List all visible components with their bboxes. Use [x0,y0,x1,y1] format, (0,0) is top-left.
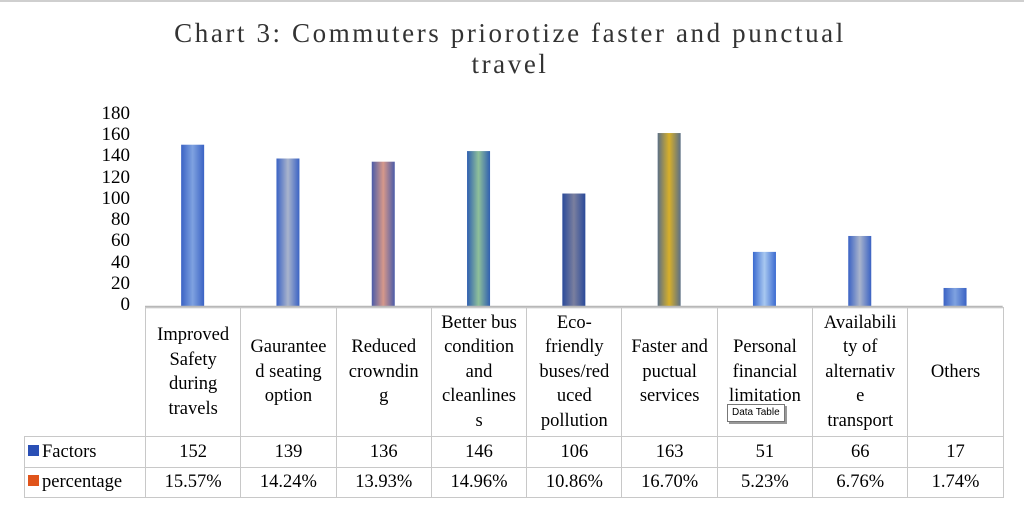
category-label-line: limitation [728,386,801,407]
bar-factors-4 [562,193,586,306]
data-table-category-row: Improved Safety during travels Gaurantee d se… [24,307,1004,437]
data-label-factors: 146 [430,436,528,468]
bar-factors-6 [752,251,776,306]
category-label: Gaurantee d seating option [240,307,337,437]
category-label: Faster and puctual services [621,307,718,437]
y-tick-label: 160 [101,124,131,146]
category-label-line: financial [732,361,798,382]
category-label-line: Faster and [631,337,708,358]
category-label-line: alternativ [825,361,896,382]
data-label-factors: 163 [621,436,718,468]
data-label-factors: 17 [907,436,1004,468]
data-label-factors: 139 [240,436,337,468]
category-label-line: s [475,410,483,431]
category-label-line: travels [168,398,218,419]
legend-entry-percentage: percentage [24,467,146,498]
category-label-line: g [379,386,389,407]
y-tick-label: 180 [101,103,131,124]
bar-factors-3 [467,151,491,306]
data-table-row-percentage: percentage 15.57% 14.24% 13.93% 14.96% 10.86%… [24,467,1004,498]
bar-factors-0 [181,144,205,306]
category-label-line: Availabili [823,312,897,333]
chart-title: Chart 3: Commuters priorotize faster and… [100,18,920,80]
bar-factors-5 [657,133,681,306]
data-label-percentage: 14.96% [430,467,528,498]
category-label-line: Gaurantee [250,337,327,358]
y-tick-label: 20 [111,272,130,294]
y-tick-label: 60 [111,230,130,252]
legend-label: percentage [42,472,123,493]
category-label-line: services [639,386,700,407]
category-label-line: Improved [157,325,230,345]
category-label-line: Safety [169,349,217,370]
category-label-line: transport [827,410,894,431]
top-border [0,0,1024,2]
data-label-percentage: 14.24% [240,467,337,498]
y-tick-label: 80 [111,209,130,231]
y-tick-label: 120 [101,166,131,188]
category-label-line: Better bus [441,312,517,333]
data-label-percentage: 13.93% [335,467,432,498]
bar-factors-2 [371,161,395,306]
data-table: Improved Safety during travels Gaurantee d se… [24,307,1004,498]
chart-title-line-1: Chart 3: Commuters priorotize faster and… [174,18,846,48]
category-label-line: Reduced [351,337,417,358]
category-label-line: e [856,386,865,407]
chart-title-line-2: travel [471,49,549,79]
bars-group [181,133,967,306]
y-tick-label: 140 [101,145,131,167]
data-label-percentage: 5.23% [716,467,814,498]
y-tick-label: 40 [111,251,130,273]
bar-factors-1 [276,158,300,306]
category-label-line: option [264,386,313,407]
y-tick-label: 0 [120,294,131,315]
data-table-tooltip: Data Table [727,404,785,422]
legend-key-icon [28,444,39,456]
category-label: Better bus condition and cleanlines s [430,307,528,437]
bar-factors-8 [943,287,967,306]
bar-factors-7 [848,235,872,306]
category-label-line: during [168,374,218,394]
category-label: Improved Safety during travels [144,307,242,437]
category-label-line: Eco- [556,312,592,333]
category-label: Reduced crowndin g [335,307,432,437]
data-label-percentage: 15.57% [144,467,242,498]
category-label-line: d seating [255,361,322,382]
category-label-line: friendly [545,337,604,358]
legend-entry-factors: Factors [24,436,146,468]
category-label-line: Personal [733,337,797,358]
category-label-line: pollution [540,410,608,431]
y-tick-label: 100 [101,187,131,209]
category-label: Eco-friendly buses/red uced pollution [526,307,623,437]
data-label-factors: 106 [526,436,623,468]
category-label-line: and [465,361,493,382]
category-label-line: condition [444,337,514,358]
data-label-factors: 51 [716,436,814,468]
category-label: Availabili ty of alternativ e transport [812,307,909,437]
category-label-line: uced [556,386,592,407]
data-label-percentage: 16.70% [621,467,718,498]
category-label-line: ty of [843,337,878,358]
legend-label: Factors [42,441,97,462]
data-label-percentage: 6.76% [812,467,909,498]
data-table-corner [24,307,146,437]
data-label-percentage: 10.86% [526,467,623,498]
data-table-row-factors: Factors 152 139 136 146 106 163 51 66 17 [24,436,1004,468]
legend-key-icon [28,475,39,487]
data-label-factors: 152 [144,436,242,468]
category-label-line: puctual [642,361,697,382]
data-label-factors: 136 [335,436,432,468]
category-label-line: crowndin [348,361,419,382]
category-label: Others [907,307,1004,437]
category-label-line: Others [930,361,981,382]
data-label-factors: 66 [812,436,909,468]
data-label-percentage: 1.74% [907,467,1004,498]
category-label-line: cleanlines [442,386,517,407]
category-label-line: buses/red [539,361,610,382]
